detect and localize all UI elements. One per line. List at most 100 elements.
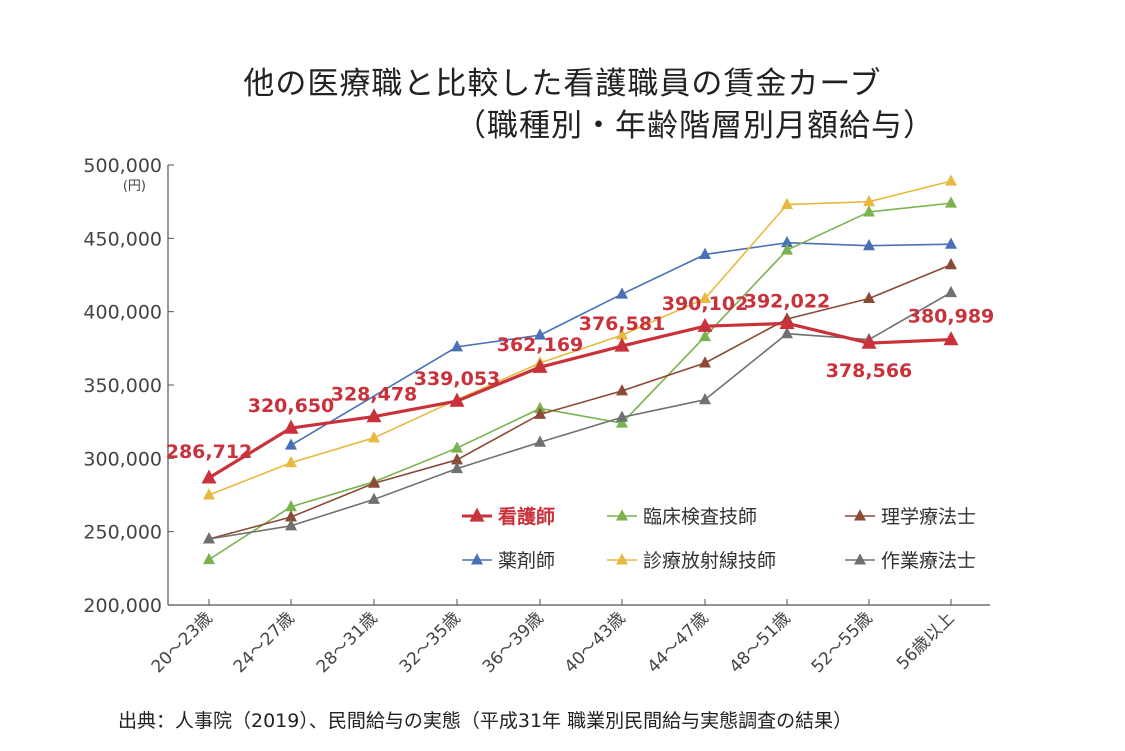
data-point — [203, 488, 215, 500]
y-tick-label: 200,000 — [83, 595, 162, 617]
data-point — [203, 552, 215, 565]
series-line — [290, 241, 952, 446]
y-tick-label: 450,000 — [83, 228, 162, 250]
data-point — [943, 331, 959, 346]
data-point — [781, 236, 793, 248]
x-tick-label: 52～55歳 — [808, 608, 877, 677]
source-note: 出典：人事院（2019）、民間給与の実態（平成31年 職業別民間給与実態調査の結… — [118, 710, 853, 732]
series-line — [208, 291, 952, 540]
series-薬剤師 — [285, 236, 957, 450]
legend-marker — [854, 553, 866, 565]
legend-item: 臨床検査技師 — [607, 506, 757, 528]
data-point — [699, 356, 711, 368]
legend-label: 薬剤師 — [498, 550, 555, 572]
data-label: 328,478 — [331, 384, 418, 406]
x-tick-label: 44～47歳 — [644, 608, 713, 677]
data-point — [945, 237, 957, 249]
data-point — [285, 438, 297, 450]
data-point — [863, 291, 875, 304]
data-point — [201, 469, 217, 484]
data-point — [699, 247, 711, 260]
legend-marker — [616, 509, 628, 521]
data-point — [616, 328, 628, 340]
legend-label: 理学療法士 — [881, 506, 976, 528]
data-point — [699, 392, 711, 405]
data-point — [534, 328, 546, 340]
legend-marker — [471, 553, 483, 565]
data-point — [285, 510, 297, 522]
data-point — [697, 317, 713, 332]
data-point — [863, 194, 875, 207]
legend-item: 作業療法士 — [845, 550, 976, 572]
data-point — [863, 238, 875, 251]
data-point — [285, 500, 297, 512]
data-point — [368, 476, 380, 488]
legend-item: 診療放射線技師 — [607, 550, 776, 572]
x-tick-label: 40～43歳 — [561, 608, 630, 677]
series-line — [208, 321, 952, 480]
x-tick-label: 48～51歳 — [726, 608, 795, 677]
data-point — [616, 287, 628, 299]
data-point — [861, 334, 877, 349]
data-point — [945, 196, 957, 208]
chart-subtitle: （職種別・年齢階層別月額給与） — [455, 108, 935, 144]
series-臨床検査技師 — [203, 196, 957, 565]
legend-marker — [469, 507, 485, 522]
data-label: 320,650 — [248, 395, 335, 417]
legend-marker — [854, 509, 866, 521]
data-point — [945, 258, 957, 270]
data-label: 362,169 — [497, 334, 584, 356]
data-point — [534, 407, 546, 419]
legend-label: 作業療法士 — [881, 550, 976, 572]
series-lines — [201, 174, 959, 565]
x-tick-label: 24～27歳 — [230, 608, 299, 677]
data-point — [283, 419, 299, 434]
data-point — [366, 408, 382, 423]
data-point — [532, 358, 548, 373]
legend-label: 看護師 — [497, 505, 555, 528]
data-point — [614, 337, 630, 352]
data-label: 390,102 — [662, 293, 749, 315]
series-line — [208, 263, 952, 540]
series-line — [208, 180, 952, 496]
data-point — [781, 197, 793, 210]
data-point — [699, 291, 711, 304]
data-point — [945, 285, 957, 298]
legend-label: 臨床検査技師 — [643, 506, 757, 528]
legend-item: 理学療法士 — [845, 506, 976, 528]
legend-marker — [616, 553, 628, 565]
legend-item: 薬剤師 — [462, 550, 555, 572]
data-point — [285, 519, 297, 531]
data-label: 376,581 — [579, 313, 666, 335]
y-tick-label: 250,000 — [83, 522, 162, 544]
data-point — [781, 243, 793, 255]
x-tick-label: 36～39歳 — [479, 608, 548, 677]
data-point — [285, 456, 297, 468]
y-tick-label: 350,000 — [83, 375, 162, 397]
data-point — [451, 441, 463, 453]
data-point — [368, 431, 380, 443]
x-tick-label: 20～23歳 — [148, 608, 217, 677]
data-label: 339,053 — [414, 368, 501, 390]
series-line — [208, 202, 952, 561]
data-point — [945, 174, 957, 186]
data-point — [534, 435, 546, 447]
data-label: 380,989 — [908, 306, 995, 328]
data-point — [863, 205, 875, 217]
data-point — [616, 410, 628, 422]
data-point — [699, 329, 711, 342]
data-label: 286,712 — [166, 441, 253, 463]
chart-title: 他の医療職と比較した看護職員の賃金カーブ — [243, 66, 882, 102]
data-point — [781, 326, 793, 339]
data-point — [368, 492, 380, 504]
data-point — [203, 532, 215, 544]
data-point — [779, 314, 795, 330]
x-tick-label: 32～35歳 — [396, 608, 465, 677]
y-tick-label: 500,000 — [83, 155, 162, 177]
legend-label: 診療放射線技師 — [643, 550, 776, 572]
data-point — [449, 392, 465, 407]
data-point — [534, 401, 546, 414]
